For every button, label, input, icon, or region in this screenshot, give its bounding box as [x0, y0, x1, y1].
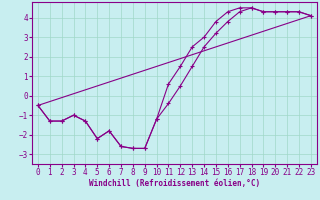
X-axis label: Windchill (Refroidissement éolien,°C): Windchill (Refroidissement éolien,°C): [89, 179, 260, 188]
